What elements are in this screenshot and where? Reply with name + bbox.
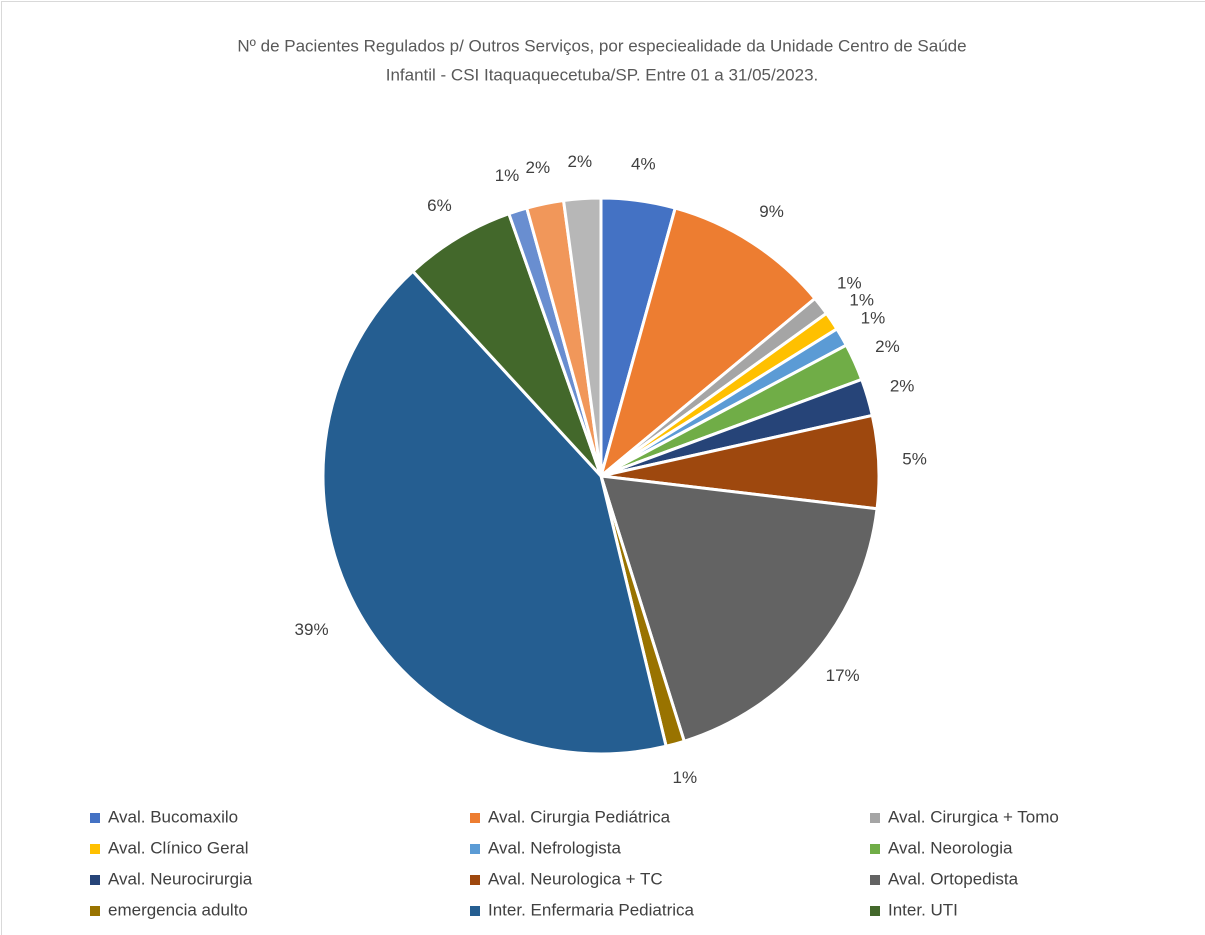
pie-slice [321,269,668,756]
data-label: 6% [427,196,452,215]
data-label: 9% [759,202,784,221]
legend-label: Aval. Cirurgia Pediátrica [488,807,671,826]
data-label: 2% [890,377,915,396]
pie-slice [598,474,879,744]
data-label: 1% [861,308,886,327]
legend-label: Aval. Clínico Geral [108,838,248,857]
pie-slice [598,206,818,481]
legend-label: emergencia adulto [108,900,248,919]
legend-label: Inter. UTI [888,900,958,919]
legend-label: Aval. Nefrologista [488,838,621,857]
legend-swatch [870,875,880,885]
legend-swatch [90,813,100,823]
data-label: 2% [875,337,900,356]
data-label: 1% [837,273,862,292]
legend-label: Aval. Bucomaxilo [108,807,238,826]
data-label: 39% [295,620,329,639]
legend-label: Aval. Neorologia [888,838,1013,857]
legend-swatch [870,844,880,854]
legend-label: Aval. Neurologica + TC [488,869,663,888]
legend-swatch [870,906,880,916]
pie-slice [561,196,603,477]
pie-slice [410,211,603,478]
data-label: 1% [495,166,520,185]
legend-label: Inter. Enfermaria Pediatrica [488,900,695,919]
legend-swatch [90,875,100,885]
legend-swatch [470,844,480,854]
data-label: 4% [631,154,656,173]
data-label: 2% [526,158,551,177]
legend-swatch [870,813,880,823]
legend-label: Aval. Cirurgica + Tomo [888,807,1059,826]
legend-label: Aval. Neurocirurgia [108,869,253,888]
data-label: 1% [673,768,698,787]
legend-label: Aval. Ortopedista [888,869,1019,888]
legend-swatch [470,813,480,823]
legend-swatch [470,906,480,916]
data-label: 2% [568,152,593,171]
data-label: 1% [849,290,874,309]
data-label: 5% [902,450,927,469]
chart-title: Nº de Pacientes Regulados p/ Outros Serv… [237,36,966,55]
legend-swatch [470,875,480,885]
legend-swatch [90,906,100,916]
data-label: 17% [826,666,860,685]
legend-swatch [90,844,100,854]
chart-title: Infantil - CSI Itaquaquecetuba/SP. Entre… [386,65,819,84]
